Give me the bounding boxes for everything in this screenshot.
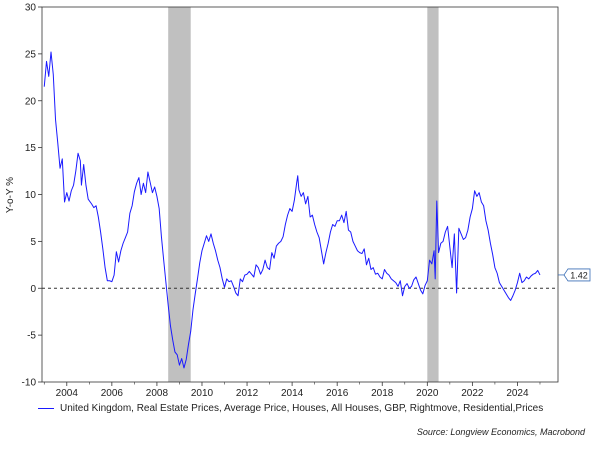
x-tick-label: 2008 — [146, 388, 169, 399]
recession-band-2 — [427, 7, 439, 382]
x-tick-label: 2018 — [371, 388, 394, 399]
y-axis-label: Y-o-Y % — [5, 177, 16, 213]
y-tick-label: 10 — [25, 190, 37, 201]
x-tick-label: 2024 — [506, 388, 529, 399]
legend-swatch — [38, 408, 54, 409]
y-tick-label: -10 — [22, 378, 37, 389]
source-note: Source: Longview Economics, Macrobond — [416, 427, 585, 437]
y-tick-label: 25 — [25, 49, 37, 60]
legend-label: United Kingdom, Real Estate Prices, Aver… — [60, 403, 544, 414]
x-tick-label: 2014 — [281, 388, 304, 399]
last-value-marker: 1.42 — [558, 268, 591, 282]
recession-band-1 — [168, 7, 191, 382]
recession-bands — [168, 7, 439, 382]
x-tick-label: 2016 — [326, 388, 349, 399]
legend: United Kingdom, Real Estate Prices, Aver… — [38, 403, 578, 414]
y-tick-label: 20 — [25, 96, 37, 107]
series-line-1 — [43, 51, 541, 369]
x-axis: 2004 2006 2008 2010 2012 2014 2016 2018 2020 2022… — [43, 382, 541, 399]
x-tick-label: 2012 — [236, 388, 259, 399]
y-tick-label: 5 — [30, 237, 36, 248]
last-value-tag — [563, 268, 591, 282]
y-tick-label: 15 — [25, 143, 37, 154]
y-tick-label: 30 — [25, 3, 37, 14]
x-tick-label: 2010 — [191, 388, 214, 399]
last-value-text: 1.42 — [570, 270, 588, 280]
x-tick-label: 2004 — [56, 388, 79, 399]
y-tick-label: 0 — [30, 284, 36, 295]
x-tick-label: 2022 — [461, 388, 484, 399]
series-layer — [43, 51, 541, 369]
x-tick-label: 2006 — [101, 388, 124, 399]
x-tick-label: 2020 — [416, 388, 439, 399]
y-axis: -10 -5 0 5 10 15 20 25 30 — [22, 3, 42, 389]
y-tick-label: -5 — [27, 331, 36, 342]
